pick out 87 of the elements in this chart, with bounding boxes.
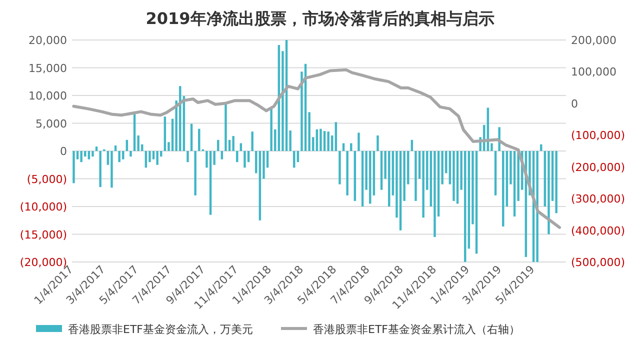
bar bbox=[331, 135, 334, 151]
bar bbox=[410, 140, 414, 151]
bar bbox=[434, 151, 436, 238]
bar bbox=[209, 151, 212, 215]
bar bbox=[399, 151, 402, 230]
legend-label: 香港股票非ETF基金资金累计流入（右轴） bbox=[313, 323, 520, 336]
y2-tick-label: (500,000) bbox=[571, 256, 626, 269]
y-tick-label: (15,000) bbox=[20, 228, 67, 242]
bar bbox=[320, 128, 322, 151]
bar bbox=[327, 132, 330, 151]
bar bbox=[95, 146, 98, 151]
y2-tick-label: 0 bbox=[571, 97, 578, 110]
bar bbox=[346, 151, 348, 196]
y2-tick-label: (300,000) bbox=[571, 192, 626, 206]
bar bbox=[251, 132, 254, 151]
y2-tick-label: 100,000 bbox=[571, 66, 616, 79]
bar bbox=[334, 122, 338, 151]
bar bbox=[232, 136, 234, 151]
bar bbox=[513, 151, 516, 216]
bar bbox=[475, 151, 478, 254]
bar bbox=[114, 145, 117, 151]
bar bbox=[72, 151, 75, 184]
bar bbox=[361, 151, 364, 206]
bar bbox=[80, 151, 82, 162]
bar bbox=[506, 151, 508, 206]
bar bbox=[190, 124, 193, 151]
bar bbox=[358, 132, 360, 151]
bar bbox=[244, 151, 246, 168]
bar bbox=[372, 151, 376, 196]
bar bbox=[194, 151, 196, 196]
bar bbox=[220, 151, 224, 160]
bar bbox=[414, 151, 417, 201]
bar bbox=[126, 140, 128, 151]
bar bbox=[144, 151, 148, 168]
bar bbox=[186, 151, 189, 162]
y2-tick-label: (200,000) bbox=[571, 160, 626, 174]
y-tick-label: 5,000 bbox=[36, 117, 67, 130]
bar bbox=[258, 151, 262, 220]
bar bbox=[296, 151, 300, 162]
bar bbox=[164, 116, 166, 151]
bar bbox=[452, 151, 455, 201]
bar bbox=[369, 151, 372, 204]
bar bbox=[130, 151, 132, 157]
bar bbox=[198, 128, 200, 151]
chart-title: 2019年净流出股票，市场冷落背后的真相与启示 bbox=[146, 9, 494, 28]
y2-tick-label: 200,000 bbox=[571, 34, 616, 47]
bar bbox=[342, 143, 345, 151]
bar bbox=[354, 151, 356, 201]
bar bbox=[110, 151, 113, 188]
bar bbox=[376, 135, 379, 151]
bar bbox=[122, 151, 124, 160]
bar bbox=[456, 151, 459, 204]
bar bbox=[323, 131, 326, 151]
bar bbox=[468, 151, 470, 249]
bar bbox=[99, 151, 102, 188]
bar bbox=[380, 151, 383, 190]
line-series bbox=[72, 68, 561, 229]
bar bbox=[350, 143, 352, 151]
bar bbox=[464, 151, 466, 262]
bar bbox=[502, 151, 504, 226]
bar bbox=[156, 151, 158, 165]
bar bbox=[236, 151, 238, 162]
bar bbox=[536, 151, 538, 262]
legend-label: 香港股票非ETF基金资金流入，万美元 bbox=[68, 323, 253, 336]
bar bbox=[388, 151, 390, 206]
bar bbox=[422, 151, 424, 218]
bar bbox=[316, 129, 318, 151]
y-tick-label: 0 bbox=[60, 145, 67, 158]
y-tick-label: 20,000 bbox=[28, 34, 67, 47]
bar bbox=[118, 151, 120, 162]
bar bbox=[338, 151, 341, 184]
bar bbox=[240, 143, 242, 151]
bar bbox=[217, 140, 220, 151]
bar bbox=[88, 151, 90, 160]
bar bbox=[293, 151, 296, 168]
bar bbox=[92, 151, 94, 157]
y2-tick-label: (100,000) bbox=[571, 129, 626, 142]
y2-tick-label: (400,000) bbox=[571, 224, 626, 238]
y-tick-label: (10,000) bbox=[20, 200, 67, 214]
y-tick-label: 10,000 bbox=[28, 90, 67, 102]
bar bbox=[555, 151, 558, 214]
y-tick-label: 15,000 bbox=[28, 62, 67, 75]
bar bbox=[494, 151, 497, 196]
bar bbox=[548, 151, 550, 234]
bar bbox=[270, 108, 272, 151]
y-tick-label: (5,000) bbox=[26, 172, 67, 186]
bar bbox=[255, 151, 258, 174]
